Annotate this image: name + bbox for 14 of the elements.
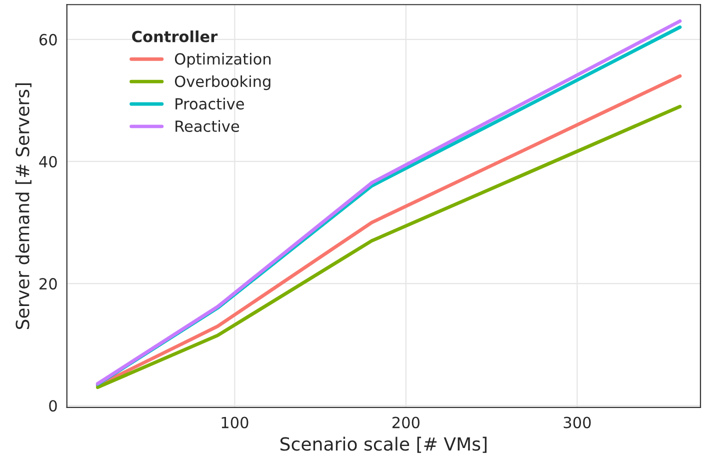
y-tick-label: 20 [40, 278, 57, 290]
y-axis-title: Server demand [# Servers] [15, 83, 32, 330]
y-tick-label: 40 [39, 156, 57, 168]
legend-label: Reactive [176, 120, 240, 132]
legend-label: Optimization [174, 52, 271, 68]
legend-title: Controller [132, 30, 218, 42]
x-tick-label: 300 [564, 416, 591, 428]
legend-label: Overbooking [174, 75, 270, 90]
x-tick-label: 100 [222, 416, 248, 428]
y-tick-label: 60 [39, 34, 57, 46]
x-axis-title: Scenario scale [# VMs] [280, 436, 487, 453]
legend-label: Proactive [176, 98, 244, 110]
x-tick-label: 200 [392, 416, 420, 428]
y-tick-label: 0 [49, 400, 57, 412]
